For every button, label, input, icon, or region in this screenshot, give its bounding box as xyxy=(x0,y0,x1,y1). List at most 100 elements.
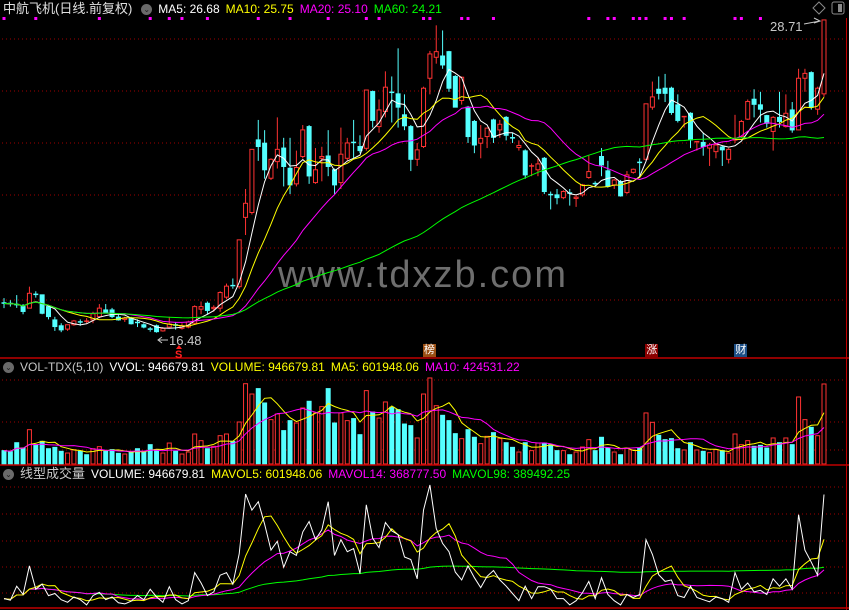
chevron-down-icon[interactable]: ⌄ xyxy=(3,361,14,373)
event-marker xyxy=(491,17,495,20)
candle-body xyxy=(554,194,560,199)
volume-bar xyxy=(675,448,681,465)
candle xyxy=(338,127,344,189)
chevron-down-icon[interactable]: ⌄ xyxy=(141,3,153,15)
volume-bar xyxy=(567,454,573,465)
volume-bar xyxy=(592,450,598,465)
event-marker xyxy=(612,17,616,20)
candle-body xyxy=(586,171,592,178)
indicator-name[interactable]: VOL-TDX(5,10) xyxy=(20,360,104,374)
candle-body xyxy=(332,169,338,186)
candle-body xyxy=(65,324,71,330)
volume-bar xyxy=(52,446,58,465)
candle-body xyxy=(45,306,51,318)
candle-body xyxy=(204,302,210,311)
volume-bar xyxy=(160,452,166,465)
price-panel-header: 中航飞机(日线.前复权) ⌄ MA5: 26.68 MA10: 25.75 MA… xyxy=(0,1,448,17)
candle-body xyxy=(764,115,770,124)
volume-bar xyxy=(757,444,763,465)
diamond-icon[interactable] xyxy=(812,1,826,15)
candle xyxy=(300,125,306,159)
signal-s[interactable]: S xyxy=(175,349,182,361)
candle xyxy=(497,119,503,138)
volume-bar xyxy=(332,422,338,465)
volume-bar xyxy=(26,429,32,465)
candle-body xyxy=(599,155,605,166)
tag-bang[interactable]: 榜 xyxy=(422,344,436,357)
event-marker xyxy=(2,17,6,20)
volume-bar xyxy=(440,414,446,465)
candle-body xyxy=(363,89,369,149)
candle xyxy=(675,94,681,123)
volume-bar xyxy=(1,450,7,465)
candle xyxy=(796,68,802,131)
panel-toggle-icon[interactable] xyxy=(831,1,845,15)
tag-cai[interactable]: 财 xyxy=(734,344,748,357)
event-marker xyxy=(422,17,426,20)
candle xyxy=(401,94,407,131)
indicator-name[interactable]: 线型成交量 xyxy=(20,466,86,481)
volume-bars xyxy=(1,377,827,465)
candle-body xyxy=(700,141,706,148)
candle-body xyxy=(243,202,249,218)
volume-bar xyxy=(300,407,306,465)
event-marker xyxy=(758,17,762,20)
candle xyxy=(490,118,496,143)
candle xyxy=(370,90,376,128)
candle-body xyxy=(427,53,433,79)
candle xyxy=(325,130,331,177)
candle-body xyxy=(579,184,585,196)
candle xyxy=(440,30,446,69)
candle-body xyxy=(770,116,776,132)
candle-body xyxy=(293,166,299,185)
volume-bar xyxy=(662,439,668,465)
candle xyxy=(465,105,471,143)
candle-body xyxy=(255,139,261,148)
candle-body xyxy=(217,292,223,309)
candle xyxy=(249,148,255,215)
candle xyxy=(579,183,585,197)
mavol5-line xyxy=(3,515,825,602)
volume-bar xyxy=(573,451,579,465)
event-marker xyxy=(326,17,330,20)
volume-bar xyxy=(770,437,776,465)
candle-body xyxy=(160,327,166,332)
candle xyxy=(726,148,732,164)
candle xyxy=(166,316,172,329)
tag-zhang[interactable]: 涨 xyxy=(645,344,659,357)
volume-bar xyxy=(630,449,636,465)
chevron-down-icon[interactable]: ⌄ xyxy=(3,468,14,480)
candle-body xyxy=(141,324,147,328)
candle-body xyxy=(370,91,376,121)
volume-bar xyxy=(306,400,312,465)
candle xyxy=(815,86,821,115)
candle-body xyxy=(484,127,490,138)
volume-bar xyxy=(45,448,51,465)
volume-bar xyxy=(503,442,509,465)
candle-body xyxy=(401,114,407,127)
volume-bar xyxy=(211,445,217,465)
candle-body xyxy=(821,19,827,95)
volume-bar xyxy=(395,409,401,465)
low-price-label: 16.48 xyxy=(169,333,202,348)
volume-bar xyxy=(459,438,465,465)
candle xyxy=(382,71,388,118)
candle xyxy=(204,301,210,315)
candle xyxy=(484,127,490,149)
candle-body xyxy=(649,96,655,108)
ma20-value: MA20: 25.10 xyxy=(299,2,368,16)
event-marker xyxy=(682,17,686,20)
volume-ma10-line xyxy=(3,407,825,452)
volume-bar xyxy=(134,448,140,465)
volume-bar xyxy=(789,444,795,465)
candle-body xyxy=(815,87,821,110)
candle xyxy=(33,291,39,298)
volume-bar xyxy=(115,452,121,465)
candle xyxy=(211,305,217,312)
price-ma-lines xyxy=(3,68,825,329)
volume-bar xyxy=(497,438,503,465)
volume-bar xyxy=(154,449,160,465)
candle xyxy=(351,119,357,159)
volume-bar xyxy=(745,440,751,465)
